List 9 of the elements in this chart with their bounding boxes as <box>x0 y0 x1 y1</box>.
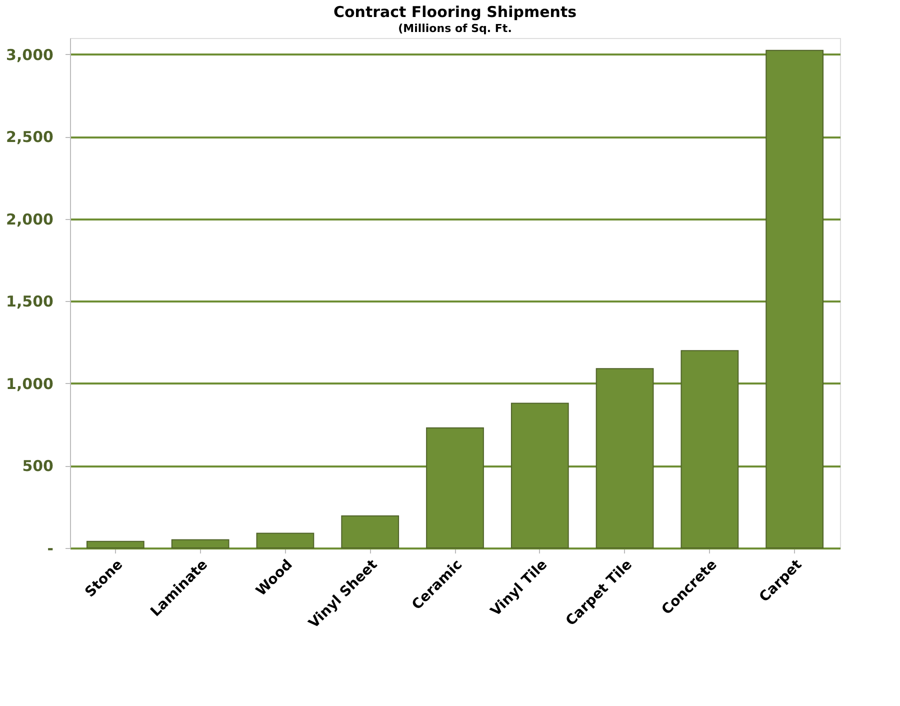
y-tick-label: 2,500 <box>6 128 54 146</box>
y-tick-label: 1,000 <box>6 374 54 393</box>
y-tick-label: - <box>47 540 54 558</box>
y-tick-label: 500 <box>22 457 54 476</box>
y-tick-label: 1,500 <box>6 292 54 311</box>
y-tick-label: 2,000 <box>6 210 54 228</box>
chart-subtitle: (Millions of Sq. Ft. <box>398 22 512 35</box>
chart-title: Contract Flooring Shipments <box>333 3 577 21</box>
y-tick-label: 3,000 <box>6 46 54 64</box>
